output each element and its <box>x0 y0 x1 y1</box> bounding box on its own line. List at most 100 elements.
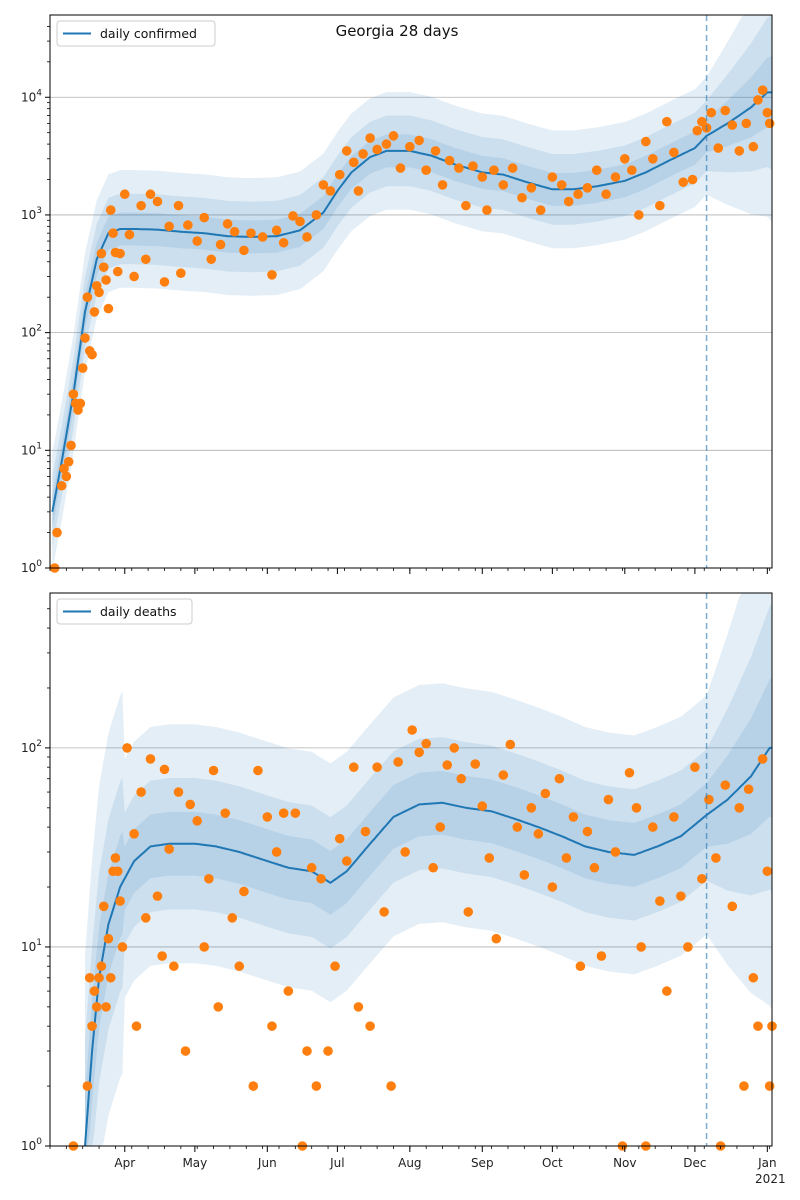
data-point <box>290 808 301 818</box>
y-tick-label: 100 <box>21 559 42 575</box>
data-point <box>180 1046 191 1056</box>
data-point <box>185 799 195 810</box>
data-point <box>395 163 406 173</box>
x-tick-label: May <box>182 1156 207 1170</box>
data-point <box>101 275 111 285</box>
data-point <box>627 165 637 175</box>
data-point <box>248 1081 259 1091</box>
median-line-daily-deaths <box>84 746 772 1147</box>
data-point <box>89 307 100 317</box>
data-point <box>129 829 139 839</box>
data-point <box>115 248 125 259</box>
data-point <box>140 254 151 265</box>
data-point <box>519 870 530 880</box>
data-point <box>122 743 132 753</box>
data-point <box>199 942 210 952</box>
data-point <box>82 1081 93 1091</box>
data-point <box>52 527 62 538</box>
x-tick-sublabel: 2021 <box>755 1172 786 1186</box>
data-point <box>407 725 417 735</box>
data-point <box>764 118 775 129</box>
y-tick-label: 101 <box>21 938 42 954</box>
data-point <box>105 972 116 983</box>
data-point <box>634 210 644 220</box>
data-point <box>739 1081 749 1091</box>
data-point <box>554 773 565 784</box>
data-point <box>753 95 763 105</box>
y-tick-label: 103 <box>21 206 42 222</box>
data-point <box>213 1002 224 1012</box>
data-point <box>348 762 359 772</box>
data-point <box>77 363 88 373</box>
data-point <box>596 951 607 961</box>
data-point <box>533 829 544 839</box>
data-point <box>573 189 583 200</box>
uncertainty-bands-deaths <box>85 593 772 1146</box>
data-point <box>124 229 135 240</box>
data-point <box>98 262 109 272</box>
data-point <box>687 174 698 185</box>
x-tick-label: Dec <box>683 1156 706 1170</box>
data-point <box>152 196 163 207</box>
data-point <box>713 143 724 153</box>
data-point <box>271 225 282 236</box>
y-tick-label: 102 <box>21 324 42 340</box>
data-point <box>591 165 602 175</box>
data-point <box>704 794 714 805</box>
data-point <box>215 239 226 250</box>
data-point <box>470 759 481 769</box>
data-point <box>145 189 156 200</box>
data-point <box>227 913 238 923</box>
data-point <box>169 961 179 972</box>
data-point <box>159 764 170 775</box>
uncertainty-band <box>52 15 773 548</box>
data-point <box>507 163 518 173</box>
data-point <box>87 1021 97 1031</box>
data-point <box>192 236 203 246</box>
data-point <box>631 803 642 813</box>
data-point <box>353 1002 364 1012</box>
data-point <box>267 1021 277 1031</box>
plot-area-deaths <box>50 593 772 1146</box>
data-point <box>762 866 773 877</box>
data-point <box>468 161 478 171</box>
data-point <box>220 808 231 818</box>
data-point <box>323 1046 333 1056</box>
data-point <box>68 389 79 399</box>
data-point <box>421 165 431 175</box>
data-point <box>159 277 170 287</box>
data-point <box>208 765 219 776</box>
data-point <box>517 192 527 203</box>
data-point <box>535 205 546 215</box>
data-point <box>676 891 686 901</box>
data-point <box>582 183 593 193</box>
data-point <box>463 907 474 917</box>
data-point <box>764 1081 775 1091</box>
data-point <box>697 873 707 884</box>
data-point <box>192 816 203 826</box>
data-point <box>482 205 492 215</box>
data-point <box>547 172 558 182</box>
data-point <box>325 186 336 196</box>
data-point <box>173 787 184 797</box>
data-point <box>526 183 537 193</box>
data-point <box>734 803 745 813</box>
axes-frame-deaths <box>49 592 773 1147</box>
data-point <box>400 847 410 857</box>
data-point <box>641 136 651 147</box>
data-point <box>727 901 738 912</box>
data-point <box>655 200 665 211</box>
data-point <box>246 228 256 238</box>
data-point <box>267 270 277 280</box>
data-point <box>302 232 312 242</box>
x-tick-label: Jan <box>757 1156 777 1170</box>
y-tick-label: 100 <box>21 1137 42 1153</box>
data-point <box>456 773 467 784</box>
data-point <box>348 157 359 168</box>
data-point <box>152 891 163 901</box>
data-point <box>610 847 621 857</box>
data-point <box>98 901 109 912</box>
data-point <box>311 1081 322 1091</box>
data-point <box>295 216 305 227</box>
